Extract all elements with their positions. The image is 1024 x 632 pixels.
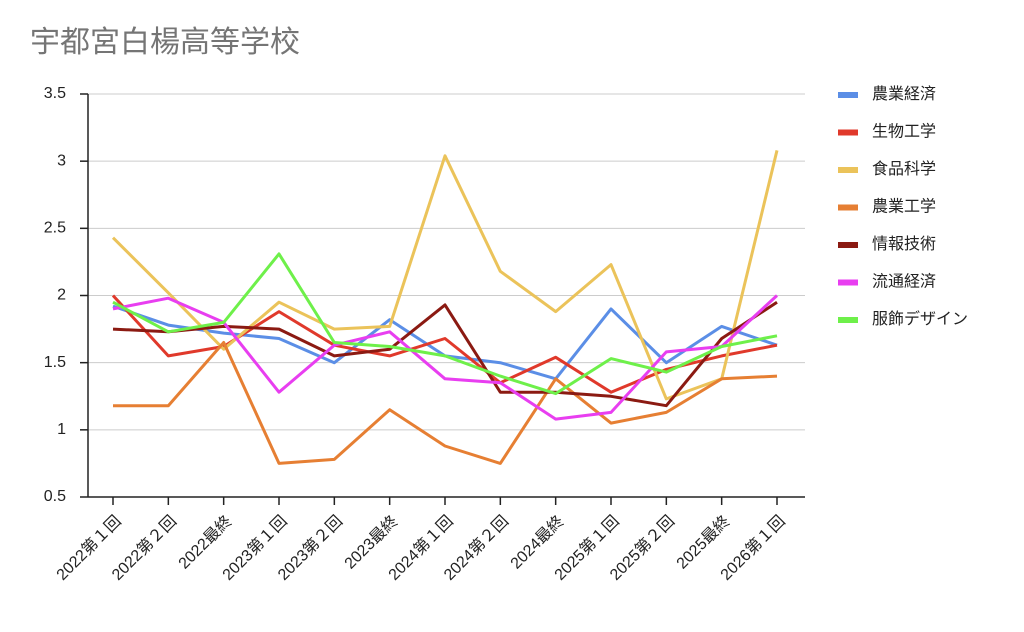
legend-label: 流通経済: [872, 273, 936, 291]
legend-label: 服飾デザイン: [872, 309, 968, 328]
legend-label: 食品科学: [872, 160, 936, 178]
x-tick-label: 2023最終: [341, 512, 402, 573]
chart-title: 宇都宮白楊高等学校: [30, 26, 300, 59]
series-line: [112, 252, 778, 396]
legend-label: 農業経済: [872, 85, 936, 103]
y-tick-label: 1: [57, 421, 66, 438]
legend-label: 情報技術: [872, 235, 936, 253]
y-tick-label: 3: [57, 152, 66, 169]
legend-label: 農業工学: [872, 198, 936, 216]
legend-swatch: [838, 279, 858, 286]
y-tick-label: 1.5: [44, 354, 66, 371]
legend-swatch: [838, 242, 858, 248]
x-tick-label: 2022最終: [175, 512, 236, 573]
y-tick-label: 3.5: [44, 85, 66, 102]
series-line: [111, 150, 779, 401]
x-tick-label: 2025最終: [673, 512, 734, 573]
series-line: [113, 341, 778, 465]
y-tick-label: 2.5: [44, 220, 66, 237]
x-tick-label: 2024最終: [507, 512, 568, 573]
series-line: [112, 300, 778, 408]
y-tick-label: 0.5: [44, 488, 66, 505]
series-line: [111, 294, 778, 394]
legend-swatch: [838, 167, 858, 173]
legend-swatch: [838, 129, 858, 136]
legend-swatch: [838, 204, 858, 211]
legend-label: 生物工学: [872, 123, 936, 141]
legend-swatch: [838, 92, 858, 98]
y-tick-label: 2: [57, 287, 66, 304]
legend-swatch: [838, 317, 858, 323]
